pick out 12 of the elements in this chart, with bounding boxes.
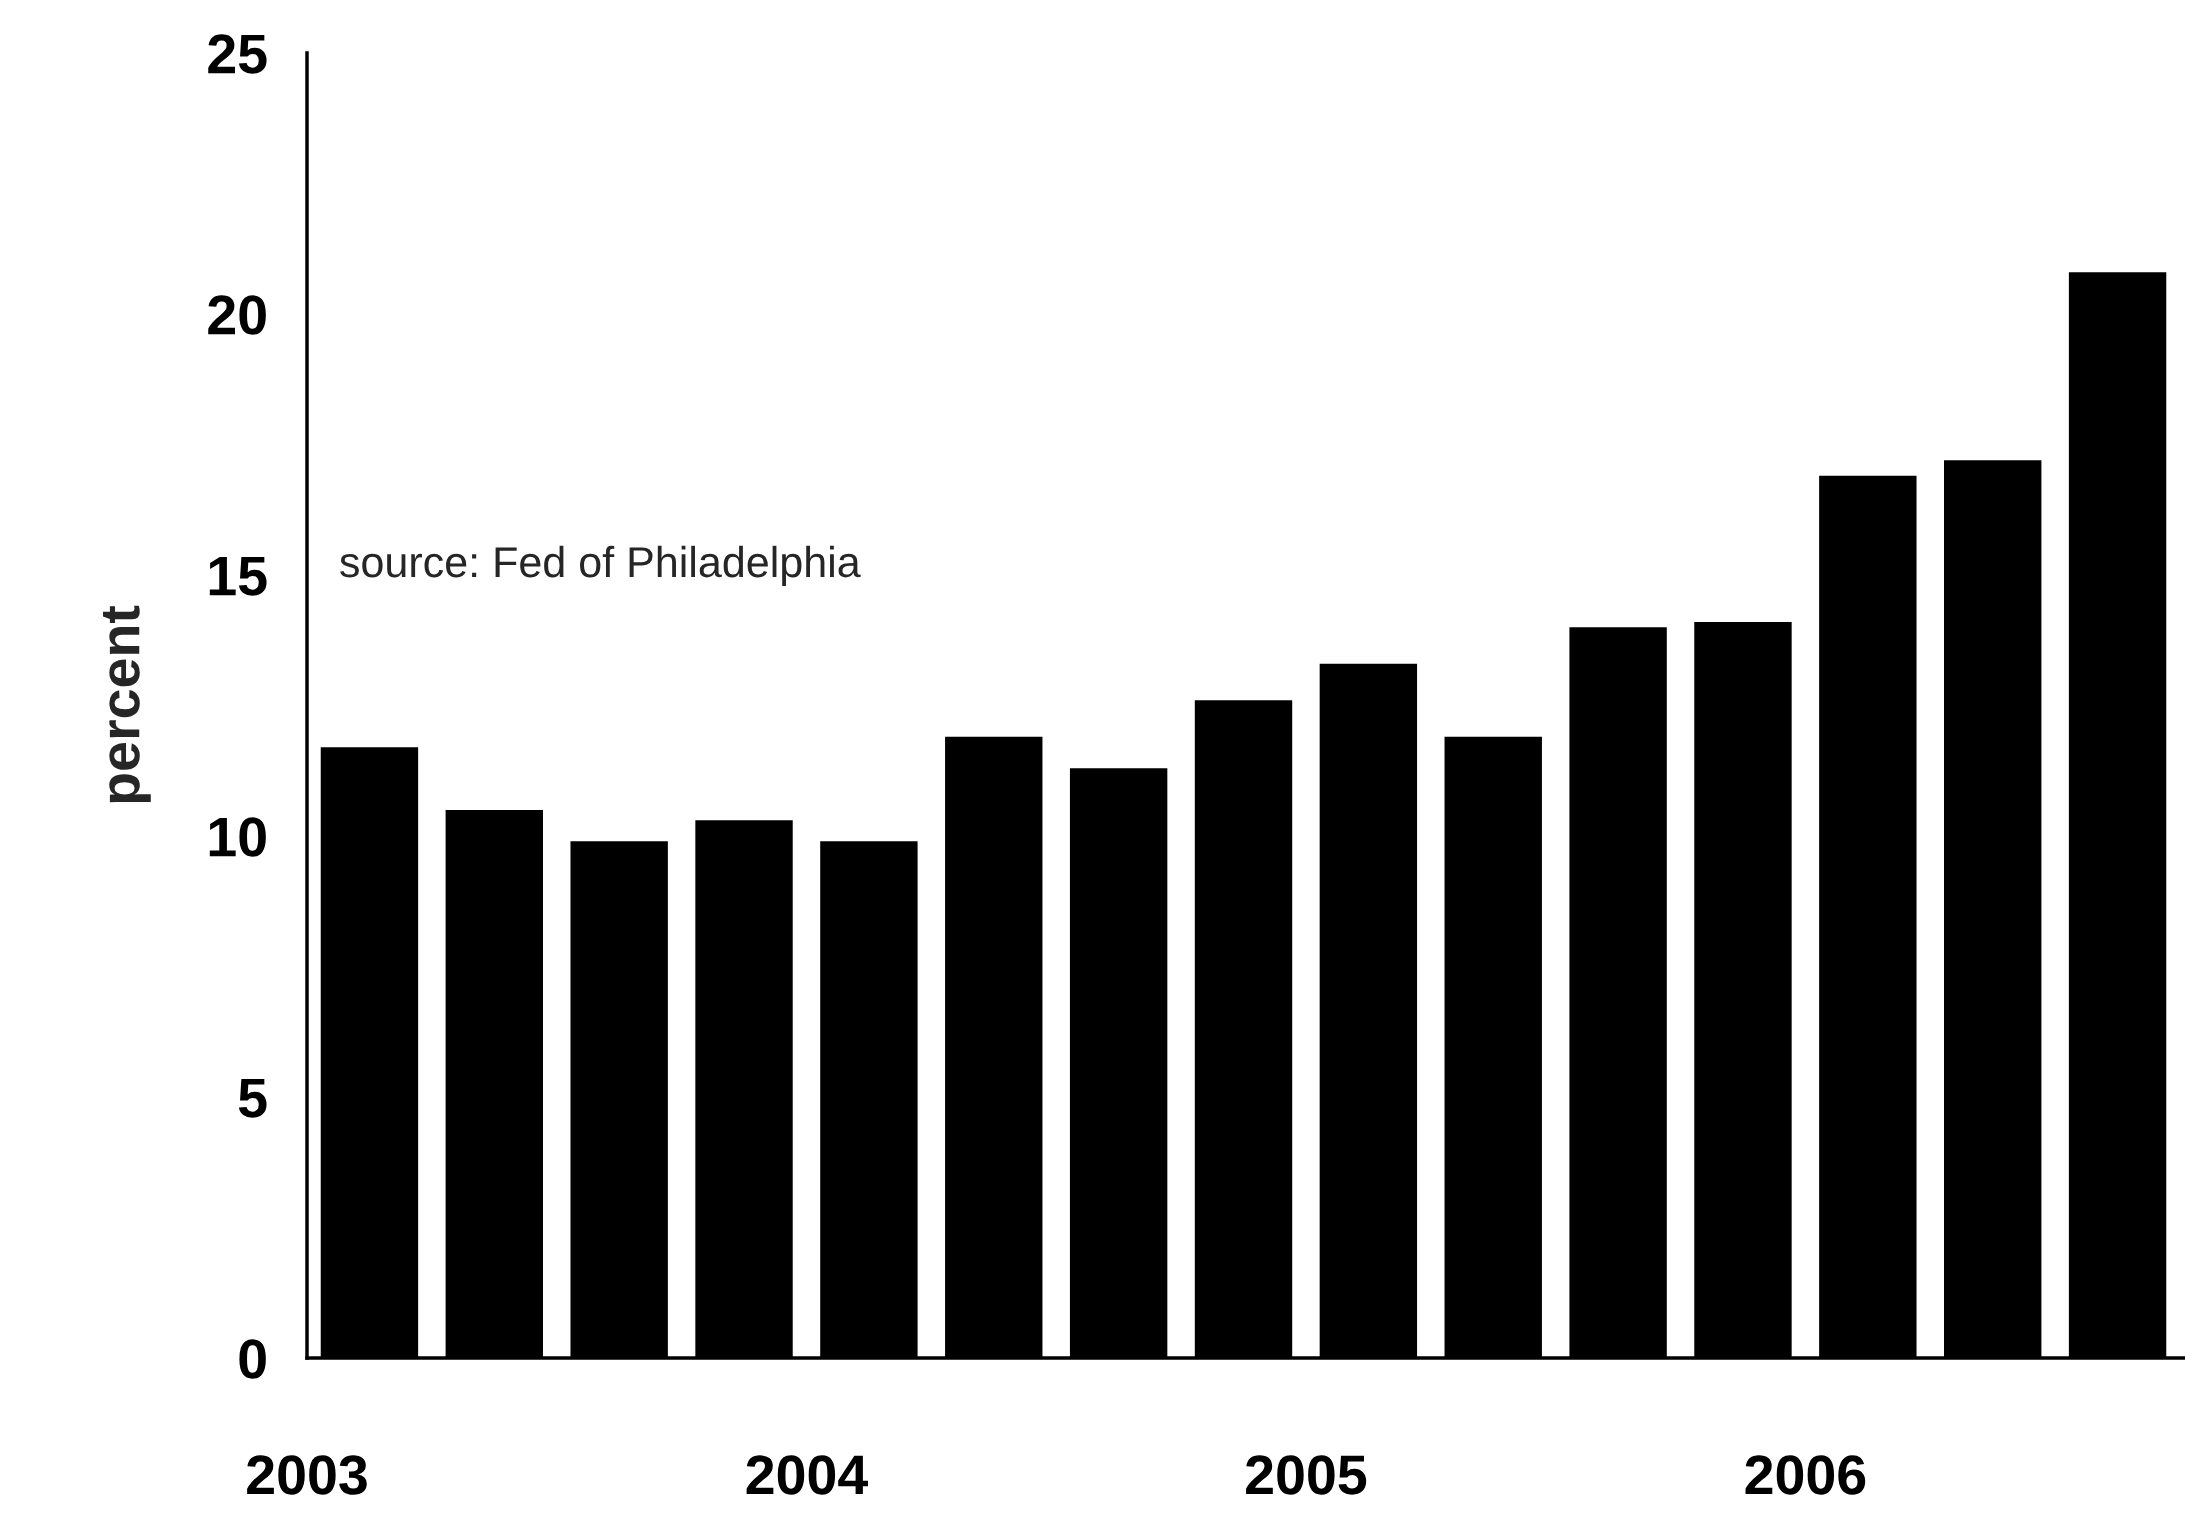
x-tick-label: 2004 <box>746 1455 868 1495</box>
y-tick-label: 15 <box>209 556 267 596</box>
x-tick-label: 2003 <box>247 1455 367 1495</box>
x-tick-label: 2005 <box>1246 1455 1367 1495</box>
x-tick-label: 2006 <box>1745 1455 1866 1495</box>
y-tick-label: 0 <box>239 1339 266 1379</box>
annotation: source: Fed of Philadelphia <box>340 545 861 586</box>
y-tick-label: 5 <box>238 1078 267 1118</box>
y-axis-title: percent <box>103 605 151 803</box>
y-tick-label: 10 <box>209 817 266 857</box>
y-tick-label: 20 <box>208 295 266 335</box>
y-tick-label: 25 <box>208 34 267 74</box>
